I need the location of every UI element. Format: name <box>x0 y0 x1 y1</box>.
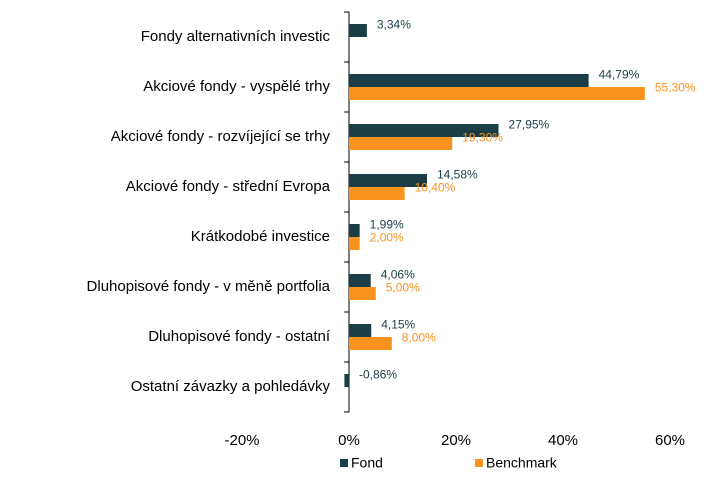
value-label: 5,00% <box>386 281 420 295</box>
value-label: 1,99% <box>370 218 404 232</box>
value-label: 27,95% <box>509 118 550 132</box>
bar <box>349 87 645 100</box>
value-label: 4,06% <box>381 268 415 282</box>
category-label: Dluhopisové fondy - v měně portfolia <box>87 278 331 295</box>
value-label: 8,00% <box>402 331 436 345</box>
bar <box>344 374 349 387</box>
bar <box>349 237 360 250</box>
x-tick-label: 0% <box>338 432 360 449</box>
bar <box>349 74 589 87</box>
bar <box>349 274 371 287</box>
category-label: Akciové fondy - rozvíjející se trhy <box>111 128 331 145</box>
bar <box>349 287 376 300</box>
legend-label: Benchmark <box>486 455 558 471</box>
value-label: 3,34% <box>377 18 411 32</box>
bar <box>349 137 453 150</box>
bar <box>349 124 499 137</box>
bar <box>349 187 405 200</box>
legend-label: Fond <box>351 455 383 471</box>
category-label: Akciové fondy - vyspělé trhy <box>143 78 330 95</box>
value-label: 10,40% <box>415 181 456 195</box>
category-label: Ostatní závazky a pohledávky <box>131 378 331 395</box>
legend-swatch <box>475 459 483 467</box>
category-label: Akciové fondy - střední Evropa <box>126 178 331 195</box>
x-tick-label: 20% <box>441 432 471 449</box>
value-label: 2,00% <box>370 231 404 245</box>
legend-swatch <box>340 459 348 467</box>
value-label: -0,86% <box>359 368 397 382</box>
category-label: Fondy alternativních investic <box>141 28 331 45</box>
bar <box>349 224 360 237</box>
category-label: Dluhopisové fondy - ostatní <box>148 328 331 345</box>
x-tick-label: 60% <box>655 432 685 449</box>
value-label: 14,58% <box>437 168 478 182</box>
value-label: 4,15% <box>381 318 415 332</box>
category-label: Krátkodobé investice <box>191 228 330 245</box>
bar <box>349 24 367 37</box>
value-label: 55,30% <box>655 81 696 95</box>
value-label: 19,30% <box>462 131 503 145</box>
x-tick-label: 40% <box>548 432 578 449</box>
x-tick-label: -20% <box>224 432 259 449</box>
bar <box>349 337 392 350</box>
bar <box>349 174 428 187</box>
value-label: 44,79% <box>599 68 640 82</box>
bar <box>349 324 372 337</box>
